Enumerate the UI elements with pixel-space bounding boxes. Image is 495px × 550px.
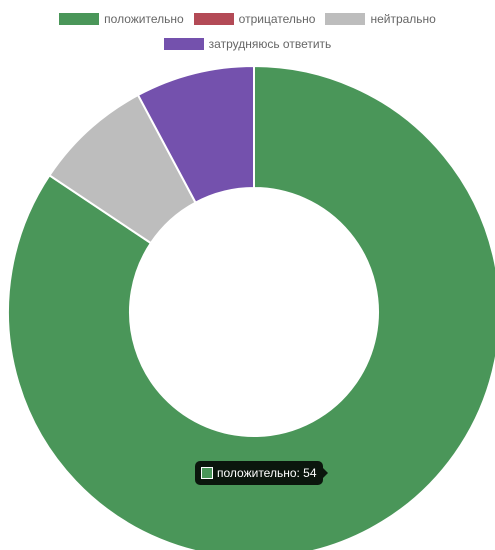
legend-row: затрудняюсь ответить <box>0 37 495 51</box>
tooltip-text: положительно: 54 <box>217 466 317 480</box>
legend-item-positive[interactable]: положительно <box>59 12 184 26</box>
donut-slice-3[interactable] <box>136 64 255 204</box>
legend-label: положительно <box>104 12 184 26</box>
legend-item-undecided[interactable]: затрудняюсь ответить <box>163 37 332 51</box>
legend-swatch <box>193 13 234 25</box>
chart-legend: положительно отрицательно нейтрально зат… <box>0 0 495 60</box>
legend-swatch <box>59 13 100 25</box>
legend-swatch <box>325 13 366 25</box>
legend-row: положительно отрицательно нейтрально <box>0 12 495 26</box>
legend-item-negative[interactable]: отрицательно <box>193 12 316 26</box>
legend-label: затрудняюсь ответить <box>208 37 332 51</box>
legend-label: нейтрально <box>370 12 436 26</box>
legend-swatch <box>163 38 204 50</box>
tooltip-swatch <box>201 467 213 479</box>
donut-slice-0[interactable] <box>7 64 495 550</box>
legend-item-neutral[interactable]: нейтрально <box>325 12 436 26</box>
chart-tooltip: положительно: 54 <box>195 461 328 485</box>
legend-label: отрицательно <box>238 12 316 26</box>
